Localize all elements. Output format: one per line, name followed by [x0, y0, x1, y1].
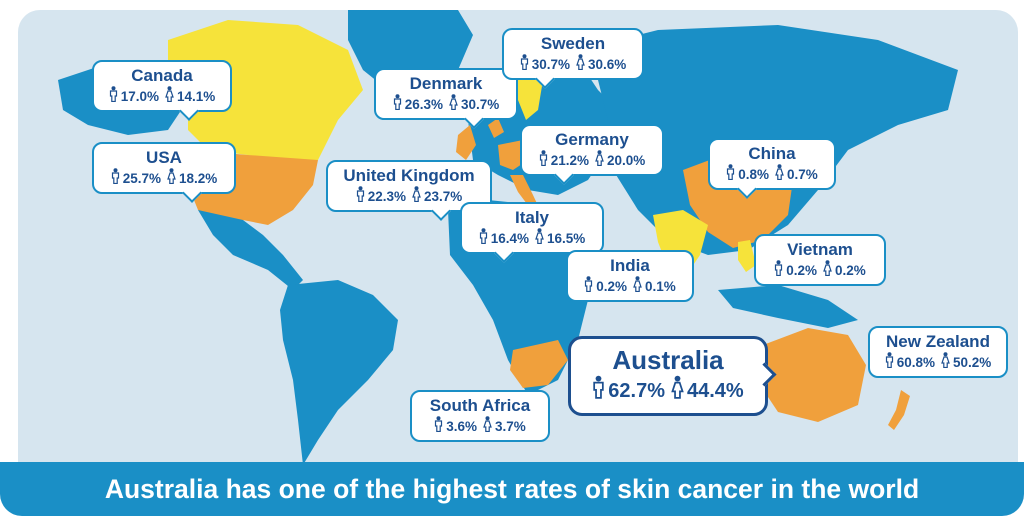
land-se-asia-islands: [718, 285, 858, 328]
callout-india: India 0.2% 0.1%: [566, 250, 694, 302]
country-name: Sweden: [540, 34, 606, 53]
male-rate: 0.8%: [738, 166, 769, 182]
male-rate: 62.7%: [608, 380, 665, 402]
female-figure-icon: [595, 150, 604, 171]
callout-new-zealand: New Zealand 60.8% 50.2%: [868, 326, 1008, 378]
female-rate: 30.6%: [588, 56, 627, 72]
male-figure-icon: [393, 94, 402, 115]
country-united-kingdom: [456, 125, 476, 160]
country-name: China: [748, 144, 796, 163]
female-rate: 0.1%: [645, 278, 676, 294]
country-vietnam: [738, 240, 756, 272]
country-name: India: [610, 256, 650, 275]
female-figure-icon: [823, 260, 832, 281]
callout-italy: Italy 16.4% 16.5%: [460, 202, 604, 254]
country-name: Australia: [612, 345, 724, 375]
callout-china: China 0.8% 0.7%: [708, 138, 836, 190]
male-rate: 0.2%: [786, 262, 817, 278]
country-name: Denmark: [409, 74, 483, 93]
male-figure-icon: [774, 260, 783, 281]
female-figure-icon: [576, 54, 585, 75]
female-rate: 0.2%: [835, 262, 866, 278]
country-denmark: [488, 118, 504, 138]
female-rate: 50.2%: [953, 354, 992, 370]
female-figure-icon: [941, 352, 950, 373]
female-figure-icon: [449, 94, 458, 115]
female-rate: 44.4%: [687, 380, 744, 402]
male-rate: 0.2%: [596, 278, 627, 294]
country-name: Italy: [514, 208, 550, 227]
callout-australia: Australia 62.7% 44.4%: [568, 336, 768, 416]
female-rate: 20.0%: [607, 152, 646, 168]
male-rate: 22.3%: [367, 188, 406, 204]
female-figure-icon: [167, 168, 176, 189]
female-figure-icon: [412, 186, 421, 207]
female-figure-icon: [165, 86, 174, 107]
country-name: New Zealand: [886, 332, 990, 351]
country-name: Germany: [555, 130, 629, 149]
male-figure-icon: [109, 86, 118, 107]
female-figure-icon: [775, 164, 784, 185]
female-figure-icon: [535, 228, 544, 249]
country-name: United Kingdom: [343, 166, 475, 185]
country-new-zealand: [888, 390, 910, 430]
female-rate: 0.7%: [787, 166, 818, 182]
male-rate: 21.2%: [550, 152, 589, 168]
female-figure-icon: [483, 416, 492, 437]
female-rate: 16.5%: [547, 230, 586, 246]
land-central-america: [198, 210, 303, 290]
male-rate: 17.0%: [120, 88, 159, 104]
country-name: South Africa: [429, 396, 531, 415]
male-figure-icon: [479, 228, 488, 249]
callout-germany: Germany 21.2% 20.0%: [520, 124, 664, 176]
male-figure-icon: [885, 352, 894, 373]
callout-south-africa: South Africa 3.6% 3.7%: [410, 390, 550, 442]
female-rate: 14.1%: [177, 88, 216, 104]
land-south-america: [280, 280, 398, 465]
male-rate: 25.7%: [122, 170, 161, 186]
country-australia: [760, 328, 866, 422]
male-figure-icon: [592, 375, 605, 407]
callout-denmark: Denmark 26.3% 30.7%: [374, 68, 518, 120]
female-rate: 30.7%: [461, 96, 500, 112]
male-rate: 30.7%: [531, 56, 570, 72]
male-figure-icon: [539, 150, 548, 171]
female-rate: 18.2%: [179, 170, 218, 186]
female-rate: 23.7%: [424, 188, 463, 204]
male-figure-icon: [584, 276, 593, 297]
female-figure-icon: [633, 276, 642, 297]
headline-banner: Australia has one of the highest rates o…: [0, 462, 1024, 516]
male-rate: 60.8%: [896, 354, 935, 370]
male-figure-icon: [726, 164, 735, 185]
male-rate: 16.4%: [490, 230, 529, 246]
callout-vietnam: Vietnam 0.2% 0.2%: [754, 234, 886, 286]
callout-usa: USA 25.7% 18.2%: [92, 142, 236, 194]
male-figure-icon: [520, 54, 529, 75]
country-name: USA: [146, 148, 182, 167]
country-canada: [168, 20, 363, 160]
country-name: Canada: [131, 66, 193, 85]
country-name: Vietnam: [787, 240, 853, 259]
female-figure-icon: [671, 375, 684, 407]
male-figure-icon: [111, 168, 120, 189]
male-rate: 26.3%: [404, 96, 443, 112]
callout-sweden: Sweden 30.7% 30.6%: [502, 28, 644, 80]
callout-canada: Canada 17.0% 14.1%: [92, 60, 232, 112]
female-rate: 3.7%: [495, 418, 526, 434]
male-rate: 3.6%: [446, 418, 477, 434]
male-figure-icon: [356, 186, 365, 207]
male-figure-icon: [434, 416, 443, 437]
country-south-africa: [510, 340, 568, 388]
